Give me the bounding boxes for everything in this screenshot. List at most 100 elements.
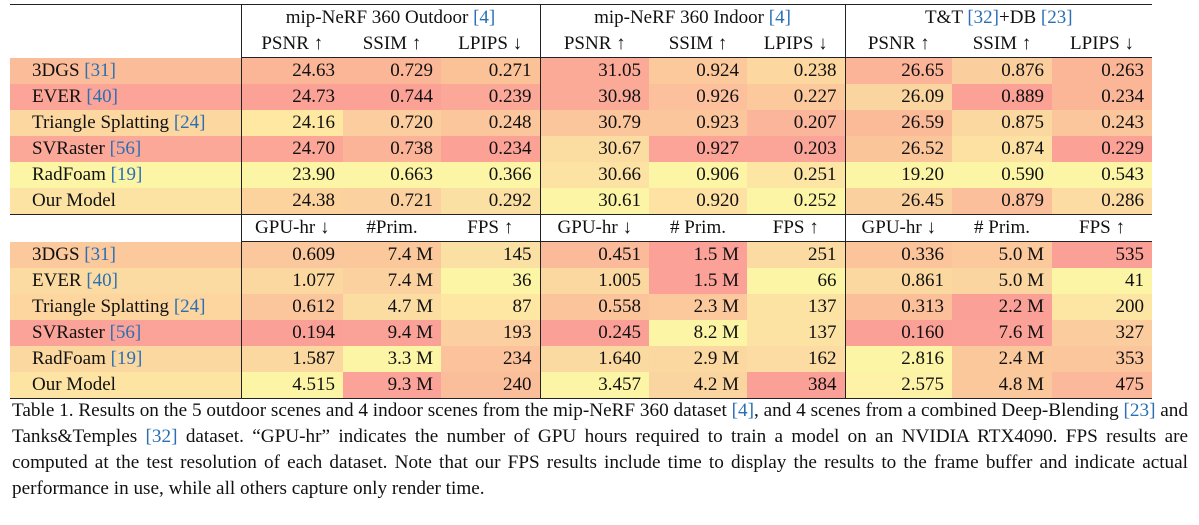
method-name-cell: Triangle Splatting [24] [10,294,241,320]
value-cell: 24.16 [240,110,343,136]
metric-header: GPU-hr ↓ [539,214,649,242]
table-row: Triangle Splatting [24] 24.16 0.720 0.248 30… [10,110,1152,136]
method-name-cell: EVER [40] [10,268,241,294]
value-cell: 26.65 [844,57,952,84]
method-name: EVER [32,270,87,291]
citation-link[interactable]: [56] [109,322,142,343]
value-cell: 30.67 [539,136,649,162]
citation-link[interactable]: [23] [1040,7,1073,28]
value-cell: 0.876 [952,57,1052,84]
metric-header: # Prim. [952,214,1052,242]
metric-header: LPIPS ↓ [441,31,540,58]
value-cell: 66 [747,268,845,294]
value-cell: 24.63 [240,57,343,84]
value-cell: 0.243 [1052,110,1152,136]
group-header-outdoor: mip-NeRF 360 Outdoor [4] [240,4,540,31]
method-name: 3DGS [32,243,85,265]
value-cell: 0.924 [649,57,747,84]
perf-section: 3DGS [31] 0.609 7.4 M 145 0.451 1.5 M 251 0.336… [10,241,1152,399]
method-name-cell: EVER [40] [10,84,241,110]
table-row: EVER [40] 1.077 7.4 M 36 1.005 1.5 M 66 0.861 5.… [10,268,1152,294]
method-name: 3DGS [32,59,85,81]
metric-header: GPU-hr ↓ [844,214,952,242]
value-cell: 535 [1052,241,1152,268]
value-cell: 0.609 [240,241,343,268]
citation-link[interactable]: [19] [110,348,143,369]
method-name-cell: Our Model [10,372,241,399]
metric-header: #Prim. [343,214,441,242]
value-cell: 353 [1052,346,1152,372]
citation-link[interactable]: [31] [84,243,116,265]
citation-link[interactable]: [23] [1123,400,1156,421]
value-cell: 0.234 [1052,84,1152,110]
value-cell: 26.59 [844,110,952,136]
value-cell: 0.558 [539,294,649,320]
value-cell: 0.889 [952,84,1052,110]
value-cell: 137 [747,320,845,346]
method-name-cell: RadFoam [19] [10,346,241,372]
header-blank [10,214,241,242]
metric-header: SSIM ↑ [649,31,747,58]
value-cell: 4.8 M [952,372,1052,399]
group-name: T&T [924,7,968,28]
citation-link[interactable]: [40] [86,270,119,291]
value-cell: 0.879 [952,188,1052,215]
value-cell: 193 [441,320,540,346]
citation-link[interactable]: [4] [768,7,791,28]
value-cell: 475 [1052,372,1152,399]
table-row: Triangle Splatting [24] 0.612 4.7 M 87 0.558… [10,294,1152,320]
table-row: RadFoam [19] 23.90 0.663 0.366 30.66 0.906 0.2… [10,162,1152,188]
value-cell: 384 [747,372,845,399]
method-name-cell: Triangle Splatting [24] [10,110,241,136]
citation-link[interactable]: [31] [84,59,116,81]
value-cell: 1.5 M [649,241,747,268]
metric-header: FPS ↑ [747,214,845,242]
method-name-cell: Our Model [10,188,241,215]
table-row: EVER [40] 24.73 0.744 0.239 30.98 0.926 0.227 2… [10,84,1152,110]
header-blank [10,31,241,58]
value-cell: 0.286 [1052,188,1152,215]
quality-metric-header-row: PSNR ↑ SSIM ↑ LPIPS ↓ PSNR ↑ SSIM ↑ LPIPS ↓ PS… [10,31,1152,58]
citation-link[interactable]: [32] [145,426,178,447]
value-cell: 0.238 [747,57,845,84]
value-cell: 0.271 [441,57,540,84]
method-name-cell: 3DGS [31] [10,241,241,268]
citation-link[interactable]: [24] [173,112,206,133]
value-cell: 31.05 [539,57,649,84]
citation-link[interactable]: [32] [967,7,1000,28]
perf-metric-header-row: GPU-hr ↓ #Prim. FPS ↑ GPU-hr ↓ # Prim. FPS ↑ G… [10,214,1152,242]
citation-link[interactable]: [24] [173,296,206,317]
value-cell: 24.38 [240,188,343,215]
value-cell: 0.252 [747,188,845,215]
value-cell: 36 [441,268,540,294]
citation-link[interactable]: [4] [731,400,754,421]
metric-header: PSNR ↑ [240,31,343,58]
value-cell: 0.263 [1052,57,1152,84]
citation-link[interactable]: [4] [473,7,496,28]
value-cell: 2.575 [844,372,952,399]
citation-link[interactable]: [56] [109,138,142,159]
value-cell: 0.663 [343,162,441,188]
quality-section: 3DGS [31] 24.63 0.729 0.271 31.05 0.924 0.238 2… [10,57,1152,215]
citation-link[interactable]: [40] [86,86,119,107]
metric-header: LPIPS ↓ [1052,31,1152,58]
value-cell: 0.227 [747,84,845,110]
value-cell: 0.906 [649,162,747,188]
value-cell: 4.2 M [649,372,747,399]
value-cell: 0.248 [441,110,540,136]
value-cell: 3.3 M [343,346,441,372]
value-cell: 0.720 [343,110,441,136]
table-row: 3DGS [31] 0.609 7.4 M 145 0.451 1.5 M 251 0.336… [10,241,1152,268]
value-cell: 0.875 [952,110,1052,136]
citation-link[interactable]: [19] [110,164,143,185]
value-cell: 2.2 M [952,294,1052,320]
value-cell: 0.229 [1052,136,1152,162]
corner-cell [10,4,241,31]
metric-header: GPU-hr ↓ [240,214,343,242]
method-name: Triangle Splatting [32,112,174,133]
value-cell: 0.729 [343,57,441,84]
method-name-cell: RadFoam [19] [10,162,241,188]
value-cell: 23.90 [240,162,343,188]
method-name-cell: SVRaster [56] [10,136,241,162]
value-cell: 26.52 [844,136,952,162]
